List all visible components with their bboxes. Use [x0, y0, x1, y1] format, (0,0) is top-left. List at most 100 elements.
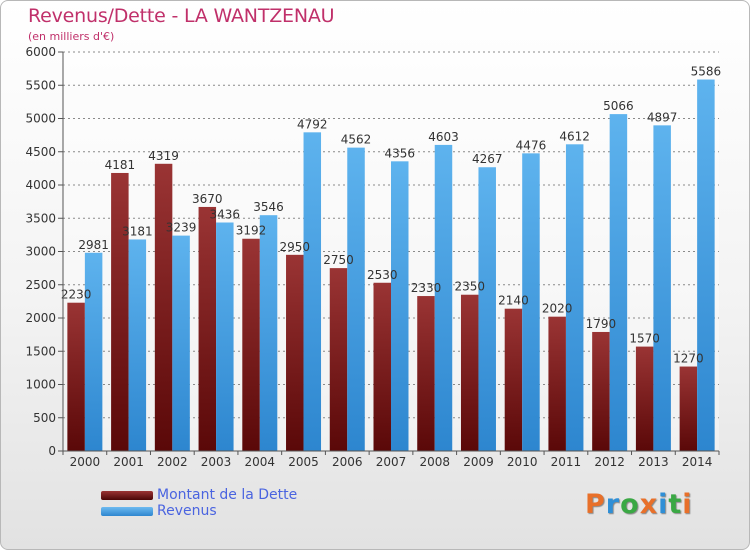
data-label-revenus: 4603 — [428, 130, 459, 144]
data-label-debt: 1270 — [673, 352, 704, 366]
data-label-revenus: 3546 — [253, 200, 284, 214]
bar-revenus — [434, 144, 453, 451]
bar-revenus — [84, 252, 103, 451]
bar-debt — [504, 308, 523, 451]
data-label-revenus: 3181 — [122, 224, 153, 238]
data-label-revenus: 4267 — [472, 152, 503, 166]
chart-subtitle: (en milliers d'€) — [28, 30, 115, 43]
data-label-debt: 2350 — [454, 280, 485, 294]
data-label-debt: 2020 — [542, 302, 573, 316]
y-tick-label: 2000 — [25, 311, 56, 325]
y-tick-label: 3500 — [25, 211, 56, 225]
data-label-revenus: 4356 — [384, 146, 415, 160]
chart-title: Revenus/Dette - LA WANTZENAU — [28, 5, 335, 27]
x-tick-label: 2002 — [157, 455, 188, 469]
bar-revenus — [609, 114, 628, 452]
logo-letter: r — [605, 489, 621, 520]
bar-debt — [242, 238, 260, 451]
x-tick-label: 2003 — [201, 455, 232, 469]
data-label-revenus: 3239 — [166, 221, 197, 235]
x-tick-label: 2012 — [594, 455, 625, 469]
x-tick-label: 2000 — [70, 455, 101, 469]
x-tick-label: 2014 — [682, 455, 713, 469]
legend-item-debt: Montant de la Dette — [101, 487, 297, 503]
x-tick-label: 2010 — [507, 455, 538, 469]
data-label-debt: 1570 — [629, 332, 660, 346]
x-tick-label: 2011 — [551, 455, 582, 469]
logo-letter: i — [682, 489, 693, 520]
bar-revenus — [522, 153, 540, 451]
bar-debt — [635, 346, 654, 451]
bar-revenus — [216, 222, 234, 451]
bar-debt — [417, 296, 435, 451]
bar-revenus — [303, 132, 322, 451]
x-tick-label: 2007 — [376, 455, 407, 469]
legend: Montant de la Dette Revenus — [101, 487, 297, 519]
legend-item-revenus: Revenus — [101, 503, 297, 519]
data-label-revenus: 4476 — [516, 138, 547, 152]
x-tick-label: 2001 — [113, 455, 144, 469]
bar-debt — [154, 163, 173, 451]
data-label-revenus: 4562 — [341, 133, 372, 147]
y-tick-label: 5500 — [25, 78, 56, 92]
bar-debt — [329, 268, 348, 451]
bar-debt — [111, 172, 129, 451]
label-layer: 2230 2981 4181 3181 4319 3239 3670 3436 3192 3546… — [61, 65, 721, 366]
data-label-revenus: 4612 — [559, 129, 590, 143]
x-tick-label: 2009 — [463, 455, 494, 469]
data-label-debt: 4181 — [105, 158, 136, 172]
bar-debt — [548, 316, 566, 451]
y-tick-label: 3000 — [25, 245, 56, 259]
data-label-debt: 2230 — [61, 288, 92, 302]
data-label-debt: 1790 — [586, 317, 617, 331]
bar-debt — [67, 302, 85, 451]
y-tick-label: 6000 — [25, 45, 56, 59]
y-tick-label: 5000 — [25, 112, 56, 126]
bar-revenus — [172, 235, 190, 451]
bar-revenus — [478, 167, 496, 451]
bar-revenus — [347, 147, 365, 451]
logo-letter: x — [639, 489, 659, 520]
y-tick-label: 1000 — [25, 378, 56, 392]
bar-revenus — [128, 239, 147, 451]
bar-debt — [679, 366, 698, 451]
data-label-debt: 2950 — [280, 240, 311, 254]
bar-debt — [198, 206, 217, 451]
data-label-debt: 2750 — [323, 253, 354, 267]
bar-debt — [460, 294, 479, 451]
y-tick-label: 0 — [48, 444, 56, 458]
data-label-debt: 2530 — [367, 268, 398, 282]
bar-debt — [592, 331, 610, 451]
data-label-revenus: 5066 — [603, 99, 634, 113]
logo-letter: t — [668, 489, 683, 520]
data-label-debt: 2330 — [411, 281, 442, 295]
data-label-debt: 4319 — [148, 149, 179, 163]
data-label-revenus: 4792 — [297, 117, 328, 131]
y-tick-label: 4500 — [25, 145, 56, 159]
legend-label-revenus: Revenus — [157, 503, 217, 519]
bar-debt — [373, 282, 391, 451]
proxiti-logo: Proxiti — [585, 489, 693, 520]
bar-debt — [286, 254, 304, 451]
data-label-revenus: 2981 — [78, 238, 109, 252]
x-tick-label: 2004 — [245, 455, 276, 469]
bar-revenus — [653, 125, 671, 452]
y-tick-label: 2500 — [25, 278, 56, 292]
bar-layer — [67, 79, 715, 452]
legend-label-debt: Montant de la Dette — [157, 487, 298, 503]
axis-layer: 0 500 1000 1500 2000 2500 3000 3500 4000 4500 5000… — [25, 45, 720, 469]
y-tick-label: 500 — [33, 411, 56, 425]
data-label-revenus: 5586 — [691, 65, 722, 79]
x-tick-label: 2006 — [332, 455, 363, 469]
data-label-revenus: 3436 — [210, 208, 241, 222]
logo-letter: i — [658, 489, 669, 520]
bar-revenus — [391, 161, 409, 452]
y-tick-label: 4000 — [25, 178, 56, 192]
data-label-debt: 3192 — [236, 224, 267, 238]
bar-revenus — [565, 144, 584, 451]
data-label-debt: 2140 — [498, 294, 529, 308]
bar-revenus — [697, 79, 715, 451]
y-tick-label: 1500 — [25, 344, 56, 358]
